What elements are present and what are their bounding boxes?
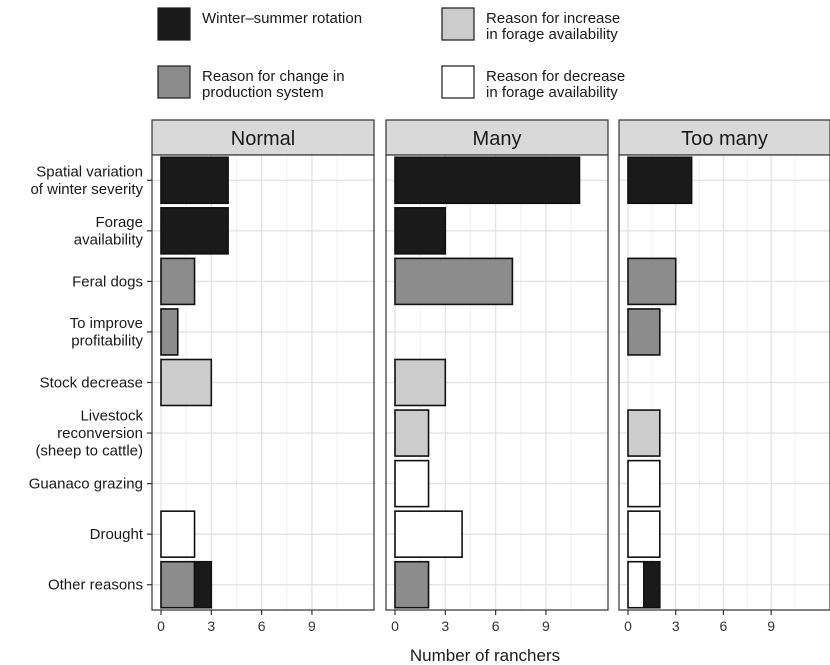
category-axis: Spatial variation of winter severity Forag… [29,164,152,594]
panel-normal: Normal 0 3 6 9 [151,119,375,634]
bar-normal-change [160,308,179,356]
bar-normal-rotation [193,560,213,609]
bar-normal-rotation [160,156,229,205]
bar-many-decrease [394,510,463,558]
category-label-guanaco-grazing: Guanaco grazing [29,476,143,493]
legend-swatch-change [157,65,191,99]
category-label-drought: Drought [90,526,144,543]
panel-strip [385,119,609,156]
category-label-stock-decrease: Stock decrease [40,375,143,392]
legend-label-rotation: Winter–summer rotation [202,10,362,27]
category-label-feral-dogs: Feral dogs [72,273,143,290]
x-tick-label: 3 [672,618,680,634]
bar-many-increase [394,409,430,457]
x-tick-label: 9 [767,618,775,634]
bar-too-many-change [627,257,677,306]
bar-too-many-decrease [627,459,661,508]
legend-swatch-rotation [157,7,191,41]
bar-too-many-decrease [627,510,661,558]
panel-border [385,154,609,611]
bar-many-decrease [394,459,430,508]
panel-border [618,154,830,611]
panel-title: Normal [231,128,295,150]
x-tick-label: 9 [308,618,316,634]
x-axis-label: Number of ranchers [410,646,560,665]
bar-too-many-increase [627,409,661,457]
bar-many-change [394,257,514,306]
x-tick-label: 3 [441,618,449,634]
bar-normal-increase [160,358,213,407]
x-tick-label: 0 [157,618,165,634]
panel-too-many: Too many 0 3 6 9 [618,119,830,634]
legend-swatch-decrease [441,65,475,99]
category-label-spatial-variation-of-winter-severity: Spatial variation of winter severity [30,164,143,199]
x-tick-label: 0 [391,618,399,634]
bar-normal-change [160,257,196,306]
x-tick-label: 0 [624,618,632,634]
category-label-livestock-reconversion-sheep-to-cattle: Livestock reconversion (sheep to cattle) [35,408,143,460]
bar-many-rotation [394,156,581,205]
category-label-forage-availability: Forage availability [74,214,144,249]
panel-title: Too many [681,128,768,150]
bar-many-change [394,560,430,609]
x-tick-label: 6 [492,618,500,634]
legend: Winter–summer rotation Reason for increas… [157,7,625,101]
bar-normal-change [160,560,196,609]
category-label-to-improve-profitability: To improve profitability [70,315,144,350]
legend-swatch-increase [441,7,475,41]
bar-normal-rotation [160,207,229,255]
bar-too-many-rotation [643,560,661,609]
category-label-other-reasons: Other reasons [48,577,143,594]
x-tick-label: 3 [207,618,215,634]
bar-many-rotation [394,207,447,255]
legend-label-decrease: Reason for decrease in forage availabilit… [486,68,625,101]
bar-too-many-rotation [627,156,693,205]
bar-too-many-change [627,308,661,356]
x-tick-label: 9 [542,618,550,634]
bar-many-increase [394,358,447,407]
x-tick-label: 6 [258,618,266,634]
x-tick-label: 6 [720,618,728,634]
bar-normal-decrease [160,510,196,558]
panel-title: Many [473,128,522,150]
legend-label-change: Reason for change in production system [202,68,345,101]
chart-panels: Normal 0 3 6 9 Many 0 3 6 9 Too many 0 3 6 9 [151,119,830,634]
panel-many: Many 0 3 6 9 [385,119,609,634]
bar-too-many-decrease [627,560,645,609]
legend-label-increase: Reason for increase in forage availabilit… [486,10,620,43]
panel-strip [151,119,375,156]
